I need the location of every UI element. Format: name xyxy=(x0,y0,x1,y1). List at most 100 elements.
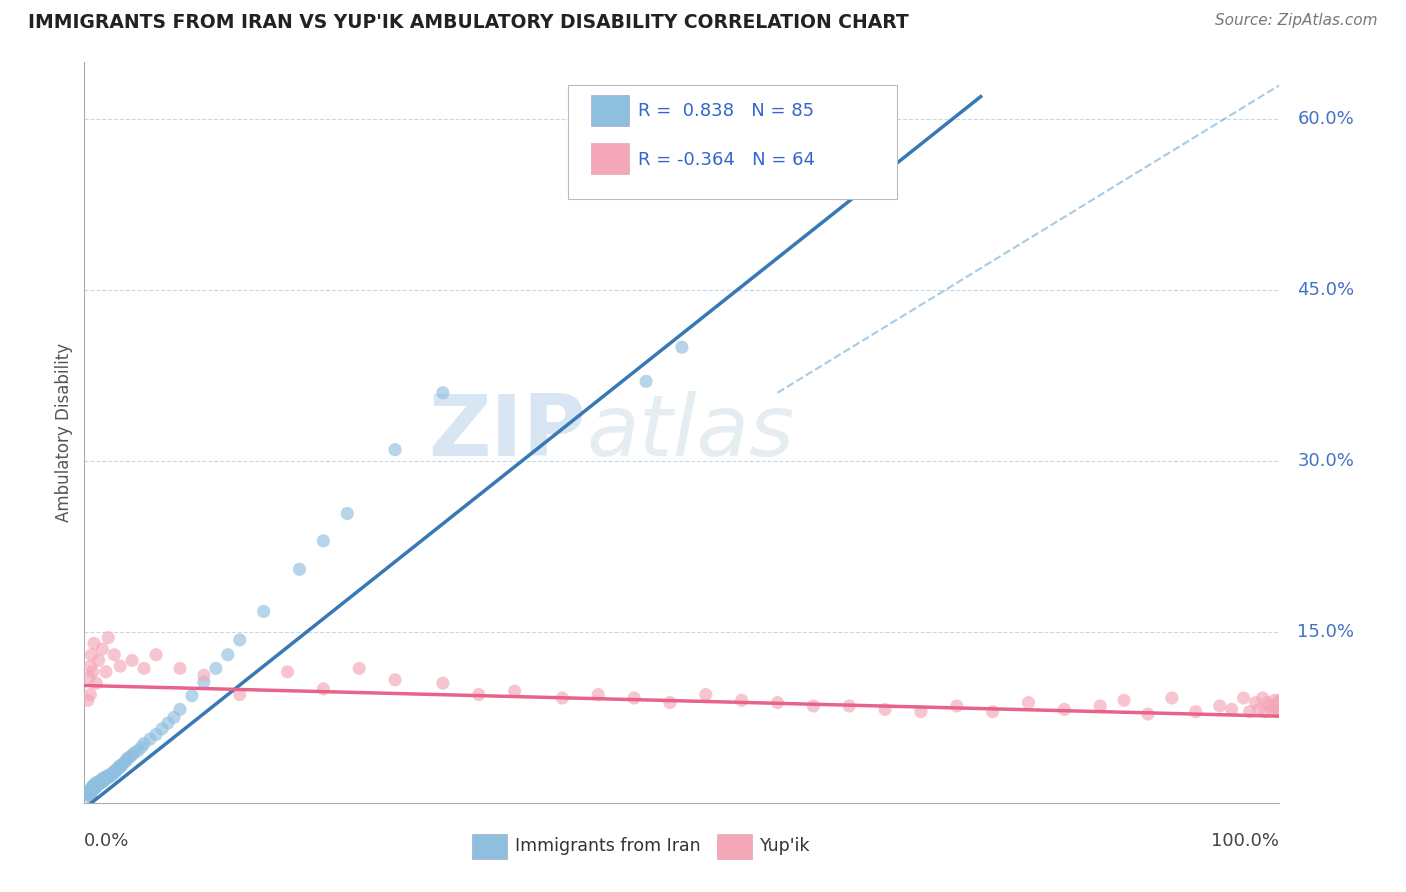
Point xyxy=(77,693,100,707)
Point xyxy=(193,668,215,682)
Point xyxy=(96,770,118,784)
Point xyxy=(1249,702,1271,716)
Point xyxy=(946,698,969,713)
Point xyxy=(79,787,101,801)
Text: IMMIGRANTS FROM IRAN VS YUP'IK AMBULATORY DISABILITY CORRELATION CHART: IMMIGRANTS FROM IRAN VS YUP'IK AMBULATOR… xyxy=(28,13,908,32)
Point xyxy=(111,757,134,772)
Point xyxy=(84,780,107,794)
Point xyxy=(349,661,371,675)
Point xyxy=(110,659,132,673)
Point xyxy=(86,676,108,690)
Point xyxy=(1258,698,1281,713)
Text: 100.0%: 100.0% xyxy=(1212,832,1279,850)
Point xyxy=(89,776,111,790)
FancyBboxPatch shape xyxy=(591,95,630,126)
Point xyxy=(910,705,932,719)
Point xyxy=(1254,705,1277,719)
Point xyxy=(1268,705,1291,719)
Point xyxy=(636,375,658,389)
Point xyxy=(336,507,359,521)
Point xyxy=(80,780,103,795)
Point xyxy=(671,340,693,354)
Point xyxy=(695,688,717,702)
Point xyxy=(1239,705,1261,719)
Point xyxy=(1209,698,1232,713)
Point xyxy=(1220,702,1243,716)
Point xyxy=(1267,696,1289,710)
Point xyxy=(169,661,191,675)
Point xyxy=(1268,702,1291,716)
Text: 45.0%: 45.0% xyxy=(1298,281,1354,299)
Point xyxy=(83,636,105,650)
Point xyxy=(163,710,186,724)
Point xyxy=(1268,693,1291,707)
Point xyxy=(132,737,156,751)
Point xyxy=(1261,702,1284,716)
Point xyxy=(1233,691,1256,706)
Point xyxy=(1137,706,1160,721)
Point xyxy=(1257,696,1279,710)
Text: R =  0.838   N = 85: R = 0.838 N = 85 xyxy=(638,103,814,120)
Point xyxy=(181,689,204,703)
Point xyxy=(229,688,252,702)
Point xyxy=(80,782,103,797)
Point xyxy=(93,771,115,785)
Point xyxy=(79,788,101,802)
Point xyxy=(145,727,167,741)
Point xyxy=(101,766,124,780)
Y-axis label: Ambulatory Disability: Ambulatory Disability xyxy=(55,343,73,522)
Point xyxy=(659,696,682,710)
Point xyxy=(100,767,122,781)
Point xyxy=(93,774,115,789)
Point xyxy=(503,684,526,698)
Point xyxy=(97,771,120,785)
Text: Yup'ik: Yup'ik xyxy=(759,838,810,855)
Point xyxy=(82,780,104,795)
Point xyxy=(288,562,311,576)
Point xyxy=(157,716,180,731)
Point xyxy=(1053,702,1076,716)
Point xyxy=(105,763,128,777)
Point xyxy=(114,755,136,769)
Text: 60.0%: 60.0% xyxy=(1298,111,1354,128)
Point xyxy=(838,698,860,713)
FancyBboxPatch shape xyxy=(471,834,508,859)
Point xyxy=(80,784,103,798)
Point xyxy=(90,772,112,787)
Point xyxy=(468,688,491,702)
Point xyxy=(875,702,897,716)
Point xyxy=(94,665,117,679)
Point xyxy=(83,782,105,797)
Point xyxy=(1185,705,1208,719)
Point xyxy=(121,653,143,667)
Point xyxy=(1244,696,1267,710)
Point xyxy=(110,758,132,772)
Point xyxy=(1251,691,1274,706)
Point xyxy=(205,661,228,675)
Text: Immigrants from Iran: Immigrants from Iran xyxy=(515,838,700,855)
Text: 15.0%: 15.0% xyxy=(1298,623,1354,641)
Point xyxy=(1264,693,1286,707)
Point xyxy=(766,696,789,710)
Point xyxy=(623,691,645,706)
Point xyxy=(193,675,215,690)
Point xyxy=(132,661,156,675)
Point xyxy=(277,665,299,679)
Point xyxy=(432,676,454,690)
Point xyxy=(1265,702,1288,716)
Point xyxy=(94,771,117,785)
Point xyxy=(131,739,153,754)
Text: 30.0%: 30.0% xyxy=(1298,452,1354,470)
Point xyxy=(79,688,101,702)
Point xyxy=(139,731,162,746)
Point xyxy=(110,760,132,774)
Point xyxy=(86,775,108,789)
Point xyxy=(384,442,406,457)
Point xyxy=(217,648,239,662)
Point xyxy=(432,385,454,400)
Point xyxy=(79,790,101,805)
Text: atlas: atlas xyxy=(586,391,794,475)
Point xyxy=(82,783,104,797)
Point xyxy=(82,665,104,679)
Point xyxy=(150,722,173,736)
